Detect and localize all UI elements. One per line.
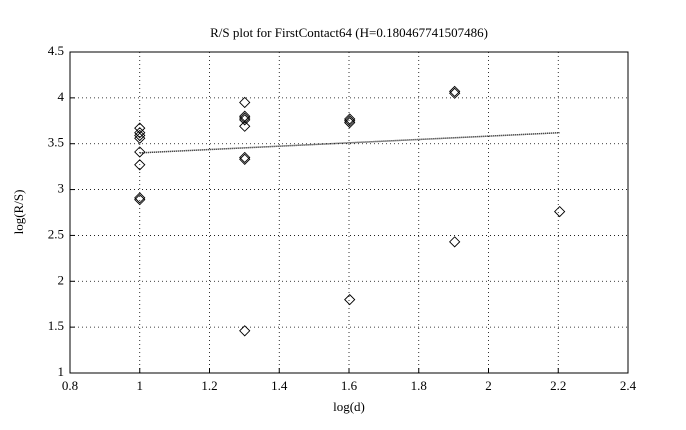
point bbox=[239, 120, 251, 132]
point bbox=[239, 96, 251, 109]
y-tick-label: 3 bbox=[58, 181, 65, 196]
x-tick-label: 1.6 bbox=[341, 378, 358, 393]
point bbox=[239, 112, 251, 124]
fit-line bbox=[139, 131, 560, 154]
point bbox=[449, 236, 461, 248]
point bbox=[344, 113, 356, 125]
y-tick-label: 4.5 bbox=[48, 43, 64, 58]
point bbox=[344, 116, 356, 129]
point bbox=[554, 205, 566, 218]
x-axis-label: log(d) bbox=[333, 399, 365, 414]
point bbox=[344, 293, 356, 306]
x-tick-label: 2.2 bbox=[550, 378, 566, 393]
y-tick-label: 3.5 bbox=[48, 135, 64, 150]
point bbox=[134, 132, 146, 144]
x-tick-label: 2 bbox=[485, 378, 492, 393]
x-tick-label: 1.8 bbox=[411, 378, 427, 393]
chart-title: R/S plot for FirstContact64 (H=0.1804677… bbox=[210, 25, 488, 40]
y-tick-label: 1 bbox=[58, 364, 65, 379]
point bbox=[449, 85, 461, 98]
y-tick-label: 2 bbox=[58, 272, 65, 287]
x-tick-label: 1 bbox=[137, 378, 144, 393]
y-axis-label: log(R/S) bbox=[11, 190, 26, 235]
point bbox=[449, 87, 461, 99]
point bbox=[239, 151, 251, 164]
point bbox=[134, 127, 146, 139]
point bbox=[134, 192, 146, 204]
point bbox=[239, 153, 251, 165]
point bbox=[134, 129, 146, 142]
point bbox=[134, 146, 146, 158]
x-tick-label: 1.2 bbox=[201, 378, 217, 393]
x-tick-label: 1.4 bbox=[271, 378, 288, 393]
y-tick-label: 1.5 bbox=[48, 318, 64, 333]
x-tick-label: 0.8 bbox=[62, 378, 78, 393]
point bbox=[344, 115, 356, 127]
point bbox=[134, 194, 146, 206]
point bbox=[239, 325, 251, 337]
point bbox=[134, 159, 146, 171]
y-tick-label: 4 bbox=[58, 89, 65, 104]
point bbox=[239, 114, 251, 126]
x-tick-label: 2.4 bbox=[620, 378, 637, 393]
y-tick-label: 2.5 bbox=[48, 226, 64, 241]
